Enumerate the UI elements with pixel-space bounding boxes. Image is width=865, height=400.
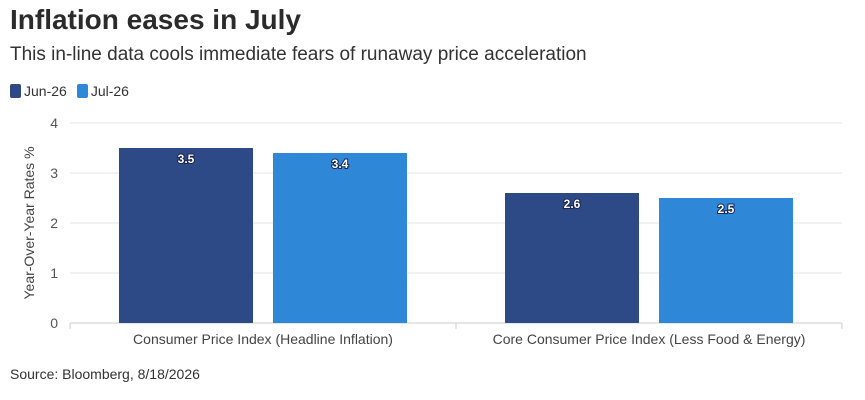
legend-label-jun: Jun-26 xyxy=(24,83,67,99)
legend-item-jul[interactable]: Jul-26 xyxy=(76,83,129,99)
legend-swatch-jun xyxy=(10,84,21,98)
bar-jul-26-1[interactable] xyxy=(273,153,407,323)
legend: Jun-26 Jul-26 xyxy=(10,83,139,99)
bar-jul-26-2[interactable] xyxy=(659,198,793,323)
y-tick-label: 2 xyxy=(50,215,58,231)
legend-swatch-jul xyxy=(76,84,88,98)
data-label: 2.6 xyxy=(564,197,581,211)
legend-label-jul: Jul-26 xyxy=(90,83,129,99)
x-tick-label: Consumer Price Index (Headline Inflation… xyxy=(133,331,393,347)
bar-jun-26-2[interactable] xyxy=(505,193,639,323)
y-tick-label: 0 xyxy=(50,315,58,331)
y-axis-label: Year-Over-Year Rates % xyxy=(21,146,37,299)
data-label: 3.4 xyxy=(332,157,349,171)
bar-jun-26-1[interactable] xyxy=(119,148,253,323)
data-label: 2.5 xyxy=(718,202,735,216)
source-note: Source: Bloomberg, 8/18/2026 xyxy=(10,366,200,382)
x-tick-label: Core Consumer Price Index (Less Food & E… xyxy=(493,331,806,347)
y-tick-label: 4 xyxy=(50,115,58,131)
data-label: 3.5 xyxy=(178,152,195,166)
y-tick-label: 3 xyxy=(50,165,58,181)
y-tick-label: 1 xyxy=(50,265,58,281)
legend-item-jun[interactable]: Jun-26 xyxy=(10,83,67,99)
chart-subtitle: This in-line data cools immediate fears … xyxy=(10,44,587,65)
chart-title: Inflation eases in July xyxy=(10,4,301,35)
bar-chart: 0 1 2 3 4 Year-Over-Year Rates % 3.5 3.4 Consume… xyxy=(21,115,843,347)
